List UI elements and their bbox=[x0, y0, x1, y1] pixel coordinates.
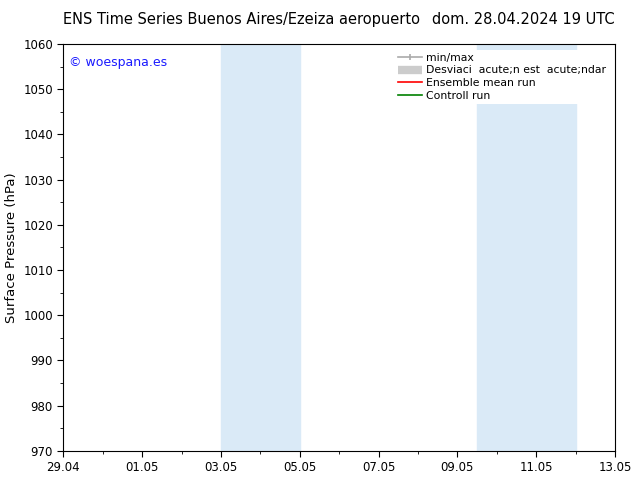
Text: dom. 28.04.2024 19 UTC: dom. 28.04.2024 19 UTC bbox=[432, 12, 615, 27]
Bar bbox=[477, 44, 576, 451]
Legend: min/max, Desviaci  acute;n est  acute;ndar, Ensemble mean run, Controll run: min/max, Desviaci acute;n est acute;ndar… bbox=[395, 49, 609, 104]
Bar bbox=[221, 44, 300, 451]
Y-axis label: Surface Pressure (hPa): Surface Pressure (hPa) bbox=[4, 172, 18, 323]
Text: © woespana.es: © woespana.es bbox=[69, 56, 167, 69]
Text: ENS Time Series Buenos Aires/Ezeiza aeropuerto: ENS Time Series Buenos Aires/Ezeiza aero… bbox=[63, 12, 420, 27]
